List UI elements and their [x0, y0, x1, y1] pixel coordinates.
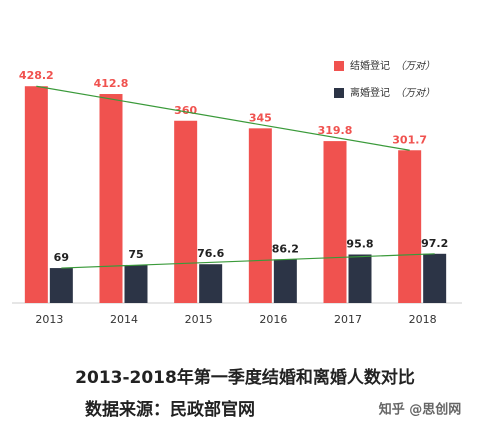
- x-tick-label: 2015: [185, 313, 213, 326]
- value-label: 69: [54, 251, 69, 264]
- bar: [248, 128, 272, 303]
- legend-unit: （万对）: [395, 87, 435, 99]
- value-label: 97.2: [421, 237, 448, 250]
- trend-line: [36, 85, 410, 151]
- value-label: 76.6: [197, 247, 224, 260]
- chart-subtitle: 数据来源：民政部官网: [85, 399, 255, 420]
- bar: [174, 120, 198, 303]
- bar: [423, 253, 447, 303]
- bar: [398, 150, 422, 303]
- bar: [49, 268, 73, 303]
- value-label: 319.8: [318, 124, 353, 137]
- bar: [99, 94, 123, 304]
- legend-label: 离婚登记: [350, 86, 390, 99]
- bar: [323, 141, 347, 303]
- bar: [124, 265, 148, 303]
- legend-label: 结婚登记: [350, 59, 390, 72]
- bar: [199, 264, 223, 303]
- bar: [273, 259, 297, 303]
- value-label: 345: [249, 111, 272, 124]
- value-label: 95.8: [346, 238, 373, 251]
- bar: [24, 86, 48, 303]
- value-label: 301.7: [392, 133, 427, 146]
- value-label: 86.2: [272, 242, 299, 255]
- x-tick-label: 2018: [409, 313, 437, 326]
- legend-unit: （万对）: [395, 60, 435, 72]
- x-tick-label: 2013: [35, 313, 63, 326]
- value-label: 428.2: [19, 69, 54, 82]
- legend-swatch: [334, 61, 344, 71]
- watermark: 知乎 @思创网: [379, 402, 462, 418]
- x-tick-label: 2014: [110, 313, 138, 326]
- chart-title: 2013-2018年第一季度结婚和离婚人数对比: [75, 367, 415, 388]
- bar: [348, 254, 372, 303]
- value-label: 75: [128, 248, 143, 261]
- x-tick-label: 2017: [334, 313, 362, 326]
- value-label: 412.8: [94, 77, 129, 90]
- x-tick-label: 2016: [259, 313, 287, 326]
- value-label: 360: [174, 104, 197, 117]
- trend-line: [61, 253, 435, 269]
- legend-swatch: [334, 88, 344, 98]
